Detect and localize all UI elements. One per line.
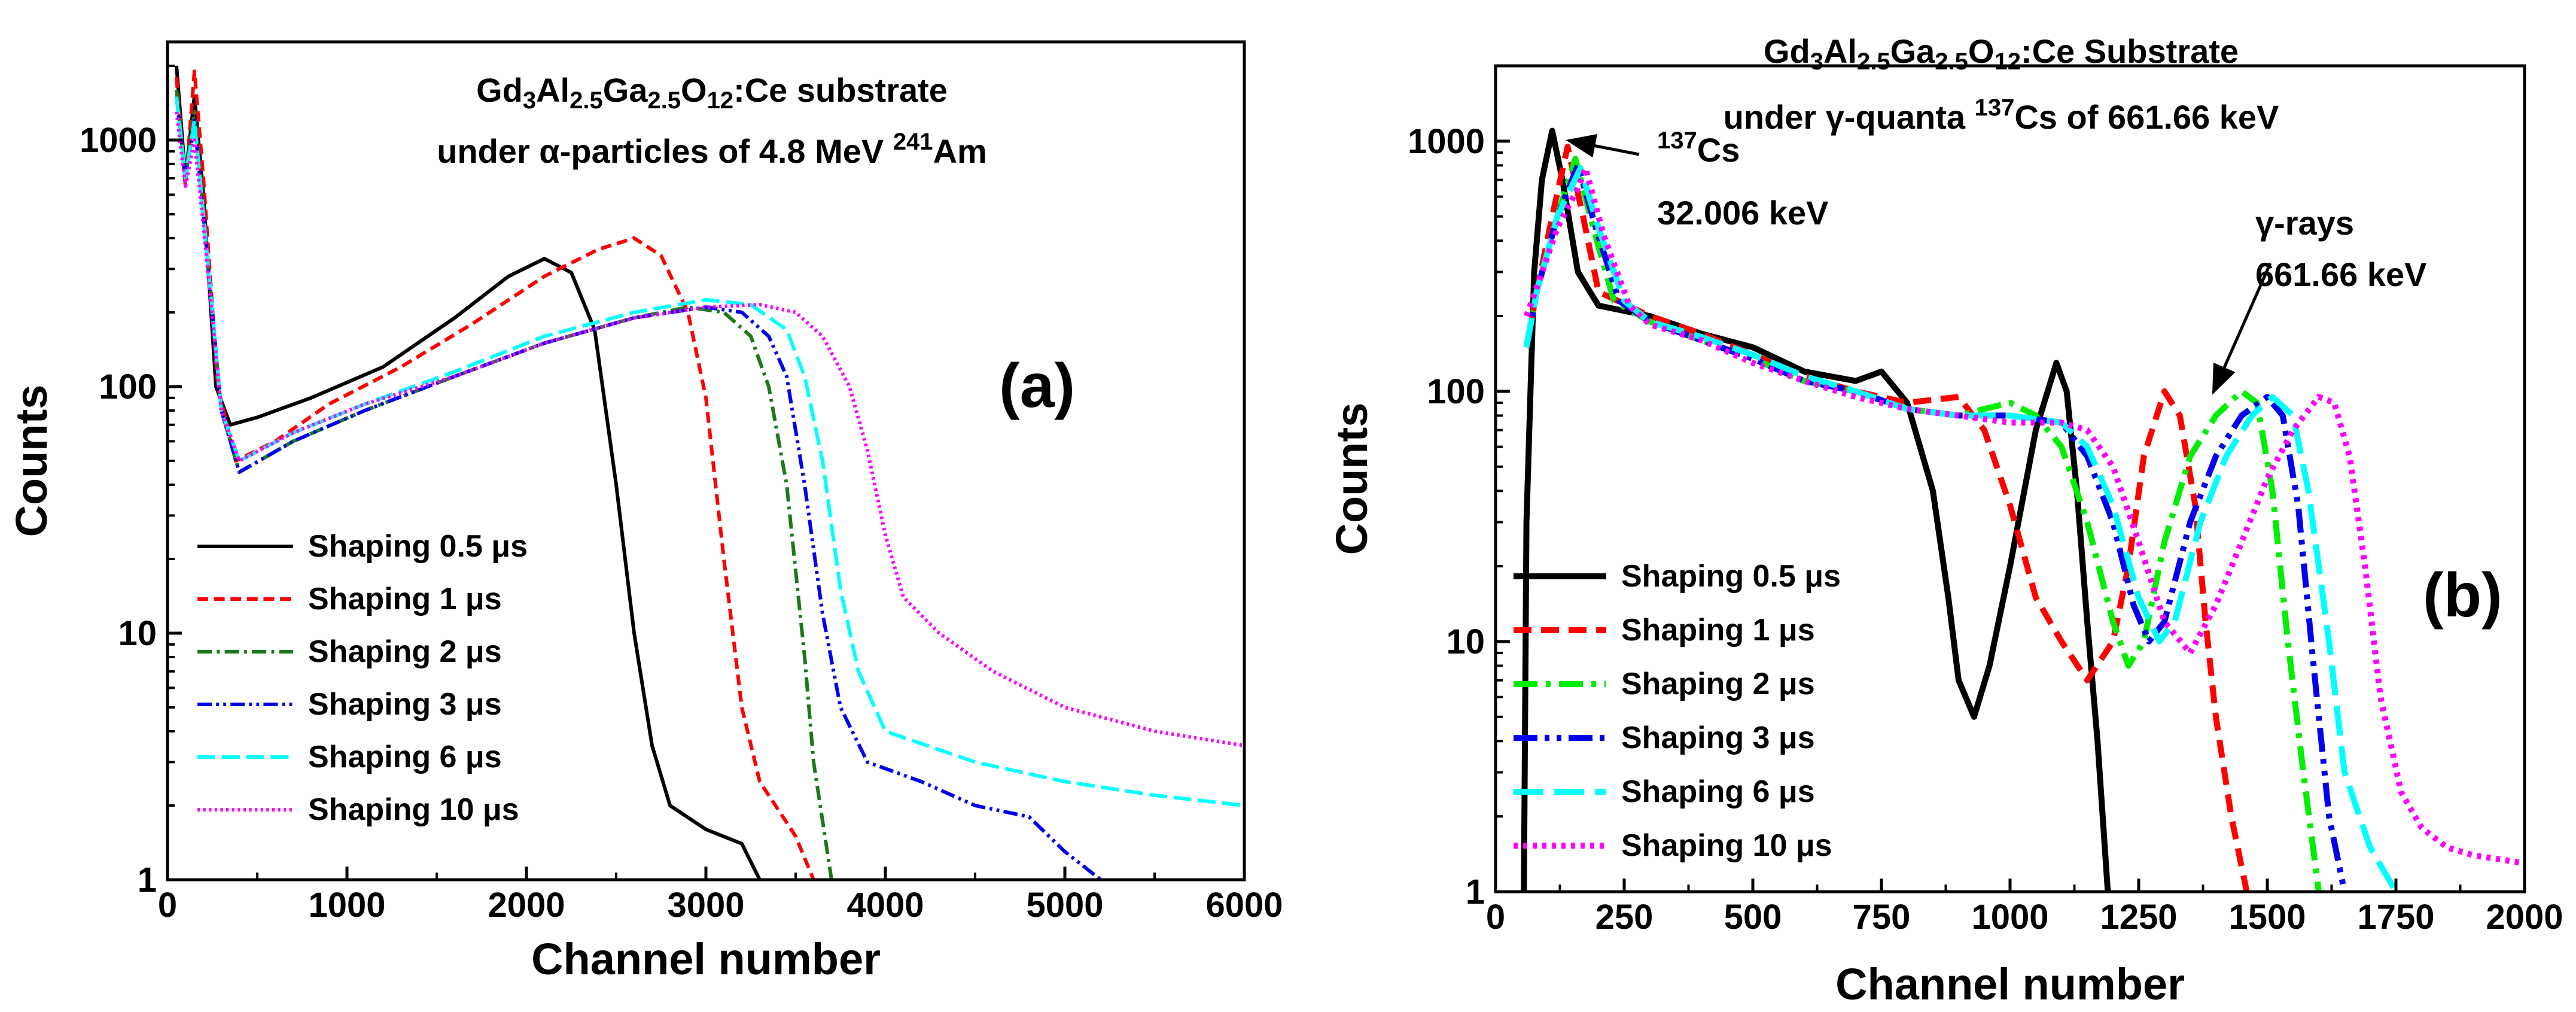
panel-b-title-line2: under γ-quanta 137Cs of 661.66 keV bbox=[1724, 95, 2279, 136]
panel-b-x-tick-label: 0 bbox=[1486, 898, 1505, 937]
panel-b-x-tick-label: 1500 bbox=[2228, 898, 2306, 937]
panel-a-y-ticks: 1 10 100 1000 bbox=[80, 64, 182, 899]
panel-b-y-tick-label: 1000 bbox=[1408, 122, 1485, 161]
panel-b-label: (b) bbox=[2423, 561, 2502, 630]
panel-b-ylabel: Counts bbox=[1327, 403, 1377, 555]
panel-b-series-group bbox=[1521, 127, 2525, 894]
panel-b-legend-label: Shaping 6 μs bbox=[1621, 774, 1815, 809]
cs-peak-energy: 32.006 keV bbox=[1657, 194, 1828, 232]
panel-a-x-tick-label: 2000 bbox=[488, 886, 565, 925]
gamma-peak-energy: 661.66 keV bbox=[2255, 256, 2426, 293]
panel-a-x-ticks: 0 1000 2000 3000 4000 5000 6000 bbox=[158, 867, 1283, 925]
panel-b-xlabel: Channel number bbox=[1835, 959, 2185, 1009]
panel-a-legend-label: Shaping 1 μs bbox=[308, 582, 502, 616]
gamma-peak-arrow bbox=[2212, 262, 2272, 395]
panel-a-title-line1: Gd3Al2.5Ga2.5O12:Ce substrate bbox=[476, 71, 948, 114]
panel-b-series-5 bbox=[1523, 165, 2525, 867]
panel-a-x-tick-label: 5000 bbox=[1026, 886, 1103, 925]
cs-peak-arrow bbox=[1566, 133, 1640, 158]
panel-b-x-tick-label: 1750 bbox=[2357, 898, 2434, 937]
panel-b-x-tick-label: 2000 bbox=[2486, 898, 2563, 937]
panel-b-series-4 bbox=[1523, 165, 2399, 894]
panel-a-x-tick-label: 0 bbox=[158, 886, 177, 925]
cs-peak-label: 137Cs bbox=[1657, 127, 1740, 169]
panel-b-y-tick-label: 100 bbox=[1427, 372, 1485, 411]
panel-a: 0 1000 2000 3000 4000 5000 6000 1 10 100 1000 Cha… bbox=[7, 40, 1283, 984]
gamma-peak-label: γ-rays bbox=[2255, 204, 2354, 242]
panel-a-x-tick-label: 3000 bbox=[667, 886, 744, 925]
panel-a-x-tick-label: 6000 bbox=[1205, 886, 1283, 925]
panel-a-y-tick-label: 10 bbox=[118, 614, 157, 653]
panel-a-series-4 bbox=[175, 96, 1245, 807]
panel-b-x-tick-label: 500 bbox=[1724, 898, 1782, 937]
panel-a-y-tick-label: 1 bbox=[138, 861, 157, 899]
panel-b-legend-label: Shaping 0.5 μs bbox=[1621, 559, 1841, 594]
panel-a-legend-label: Shaping 10 μs bbox=[308, 792, 519, 827]
panel-b-legend-label: Shaping 2 μs bbox=[1621, 667, 1815, 701]
panel-b-x-tick-label: 250 bbox=[1595, 898, 1654, 937]
panel-b-series-2 bbox=[1523, 156, 2322, 892]
panel-b-title-line1: Gd3Al2.5Ga2.5O12:Ce Substrate bbox=[1764, 32, 2239, 75]
panel-a-legend-label: Shaping 3 μs bbox=[308, 687, 502, 722]
panel-a-ylabel: Counts bbox=[7, 385, 56, 537]
panel-a-series-group bbox=[175, 65, 1245, 882]
panel-a-legend-label: Shaping 0.5 μs bbox=[308, 529, 528, 564]
panel-b-series-0 bbox=[1521, 127, 2111, 892]
panel-a-y-tick-label: 1000 bbox=[80, 121, 157, 160]
panel-b-series-1 bbox=[1523, 144, 2250, 893]
panel-a-x-tick-label: 1000 bbox=[308, 886, 385, 925]
panel-a-label: (a) bbox=[999, 351, 1075, 421]
panel-a-series-2 bbox=[175, 89, 833, 880]
panel-a-legend-label: Shaping 2 μs bbox=[308, 634, 502, 669]
panel-b-plot-frame bbox=[1494, 64, 2526, 894]
panel-b-y-ticks: 1 10 100 1000 bbox=[1408, 65, 1510, 911]
panel-b-y-tick-label: 1 bbox=[1466, 873, 1485, 911]
panel-b-legend-label: Shaping 3 μs bbox=[1621, 721, 1815, 755]
panel-b-x-ticks: 0 250 500 750 1000 1250 1500 1750 2000 bbox=[1486, 879, 2563, 937]
panel-b-y-tick-label: 10 bbox=[1446, 622, 1485, 661]
panel-b-x-tick-label: 1000 bbox=[1971, 898, 2048, 937]
panel-a-xlabel: Channel number bbox=[531, 934, 881, 984]
panel-a-legend: Shaping 0.5 μs Shaping 1 μs Shaping 2 μs Sh… bbox=[197, 529, 528, 827]
panel-b-x-tick-label: 750 bbox=[1853, 898, 1911, 937]
panel-b-legend-label: Shaping 10 μs bbox=[1621, 828, 1832, 863]
panel-a-x-tick-label: 4000 bbox=[847, 886, 924, 925]
panel-a-title-line2: under α-particles of 4.8 MeV 241Am bbox=[437, 129, 987, 170]
panel-a-series-5 bbox=[175, 111, 1245, 747]
panel-a-y-tick-label: 100 bbox=[99, 367, 157, 406]
panel-a-legend-label: Shaping 6 μs bbox=[308, 740, 502, 774]
panel-b: 0 250 500 750 1000 1250 1500 1750 2000 1 10 100 100… bbox=[1327, 32, 2563, 1009]
panel-b-legend-label: Shaping 1 μs bbox=[1621, 613, 1815, 648]
panel-b-x-tick-label: 1250 bbox=[2100, 898, 2177, 937]
panel-b-legend: Shaping 0.5 μs Shaping 1 μs Shaping 2 μs Sh… bbox=[1514, 559, 1841, 863]
